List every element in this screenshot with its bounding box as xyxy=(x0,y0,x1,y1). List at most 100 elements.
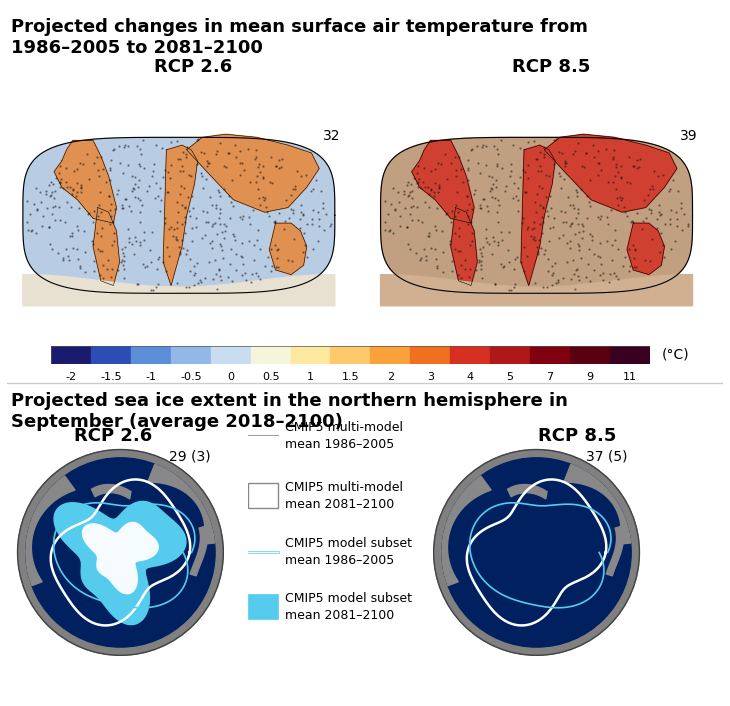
Point xyxy=(109,228,120,239)
Point xyxy=(553,277,564,288)
Point xyxy=(167,230,179,241)
Point xyxy=(412,176,423,188)
Point xyxy=(298,227,310,239)
Point xyxy=(380,224,391,235)
Point xyxy=(612,273,623,285)
Point xyxy=(137,135,149,146)
Point xyxy=(188,261,200,272)
Text: 1986–2005 to 2081–2100: 1986–2005 to 2081–2100 xyxy=(11,39,263,56)
Point xyxy=(132,193,144,204)
Point xyxy=(157,172,169,183)
Point xyxy=(317,198,328,209)
Point xyxy=(429,243,441,254)
Point xyxy=(474,243,486,254)
Point xyxy=(405,201,417,213)
Point xyxy=(183,282,195,293)
Point xyxy=(499,185,510,196)
Point xyxy=(137,258,149,270)
Point xyxy=(71,164,82,175)
Text: -0.5: -0.5 xyxy=(180,373,201,383)
Point xyxy=(111,189,123,200)
Point xyxy=(537,201,549,213)
Point xyxy=(519,186,531,198)
Point xyxy=(55,181,66,193)
Point xyxy=(287,184,299,195)
Text: 7: 7 xyxy=(546,373,553,383)
Point xyxy=(393,196,404,208)
Point xyxy=(244,236,256,247)
Point xyxy=(213,264,225,275)
Point xyxy=(94,270,106,281)
Point xyxy=(461,191,473,202)
Point xyxy=(118,247,129,258)
Point xyxy=(86,236,98,247)
Point xyxy=(425,184,437,195)
Point xyxy=(658,169,669,181)
Point xyxy=(664,184,676,195)
Point xyxy=(150,177,162,189)
Point xyxy=(517,212,529,223)
Point xyxy=(672,185,684,196)
Point xyxy=(77,159,89,170)
Point xyxy=(629,261,640,273)
Point xyxy=(623,265,634,277)
Point xyxy=(129,231,141,242)
Point xyxy=(489,278,501,289)
Point xyxy=(588,264,600,275)
Point xyxy=(512,195,524,206)
Point xyxy=(206,199,218,210)
Point xyxy=(254,273,266,285)
Text: 11: 11 xyxy=(623,373,637,383)
Point xyxy=(55,174,67,185)
Point xyxy=(402,238,414,249)
Point xyxy=(611,192,623,203)
Point xyxy=(157,143,169,154)
Point xyxy=(623,151,634,162)
Point xyxy=(180,201,191,213)
Point xyxy=(496,227,507,238)
Point xyxy=(118,255,129,266)
Point xyxy=(492,239,504,251)
Point xyxy=(287,208,299,219)
Point xyxy=(98,273,110,284)
Point xyxy=(389,204,401,215)
Point xyxy=(491,206,503,217)
Point xyxy=(116,199,128,210)
Point xyxy=(270,161,282,172)
Point xyxy=(93,199,104,210)
Polygon shape xyxy=(187,134,319,213)
Point xyxy=(446,205,458,217)
Bar xyxy=(450,346,490,364)
Point xyxy=(164,251,175,262)
Text: 39: 39 xyxy=(680,129,698,143)
Point xyxy=(481,201,493,212)
Point xyxy=(261,201,272,213)
Point xyxy=(64,230,76,241)
Point xyxy=(318,203,329,214)
Point xyxy=(171,216,182,227)
Point xyxy=(325,220,337,232)
Polygon shape xyxy=(412,140,474,223)
Point xyxy=(419,181,431,192)
Point xyxy=(259,261,271,272)
Point xyxy=(128,184,140,195)
Point xyxy=(525,230,537,241)
Point xyxy=(653,207,664,218)
Point xyxy=(115,157,126,169)
Bar xyxy=(291,346,331,364)
Point xyxy=(174,165,186,176)
Point xyxy=(22,224,34,235)
Point xyxy=(445,217,456,228)
Point xyxy=(285,190,296,201)
Point xyxy=(215,275,227,286)
Point xyxy=(564,199,575,210)
Point xyxy=(262,251,274,263)
Point xyxy=(128,249,140,260)
Point xyxy=(490,193,502,204)
Point xyxy=(519,167,531,178)
Point xyxy=(41,203,53,214)
Point xyxy=(49,192,61,203)
Point xyxy=(583,244,595,255)
Point xyxy=(571,186,583,198)
Point xyxy=(639,254,651,265)
